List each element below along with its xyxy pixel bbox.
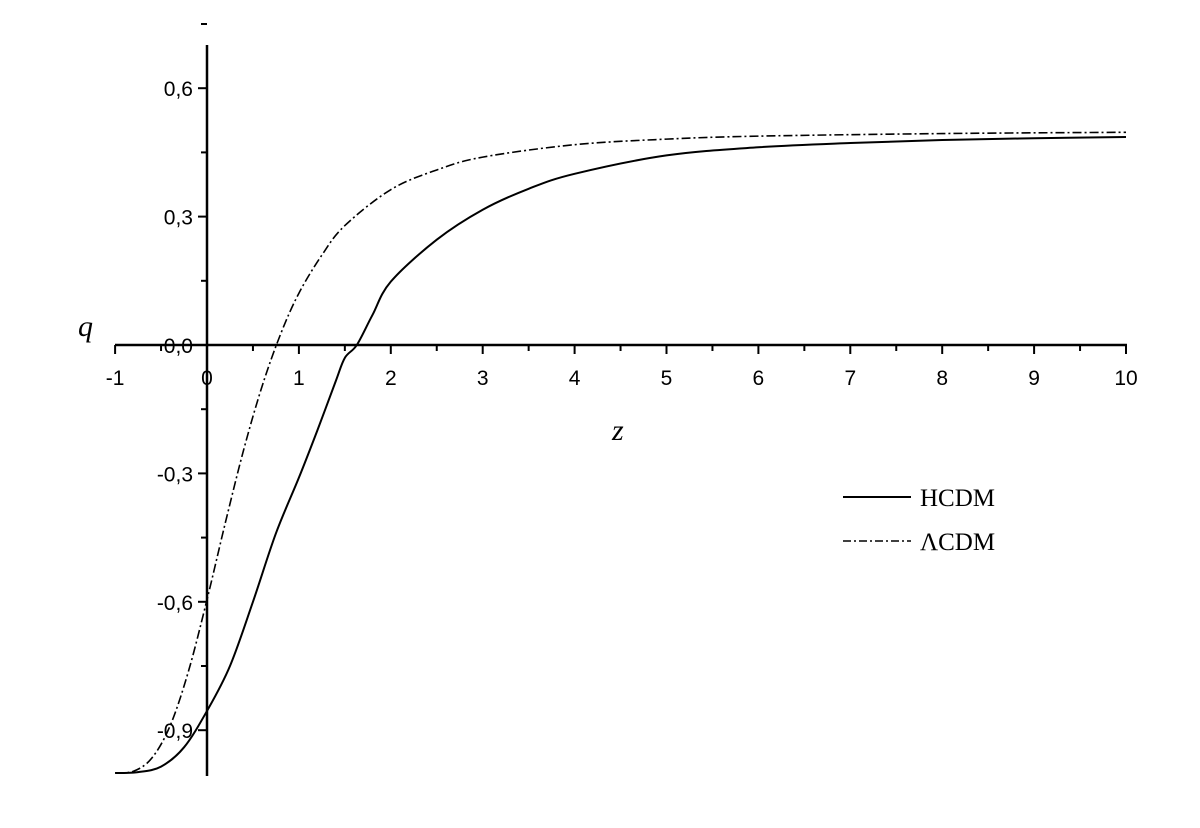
series-line-lcdm <box>115 131 1127 774</box>
x-tick-label: 8 <box>936 367 948 390</box>
legend: HCDM ΛCDM <box>843 485 995 556</box>
legend-label-hcdm: HCDM <box>920 485 995 512</box>
y-ticks: -0,9 -0,6 -0,3 0,0 0,3 0,6 <box>157 23 207 743</box>
y-tick-label: -0,3 <box>157 463 193 486</box>
series-line-hcdm <box>115 135 1127 774</box>
y-tick-label: 0,3 <box>164 207 193 230</box>
y-tick-label: -0,9 <box>157 720 193 743</box>
y-tick-label: 0,0 <box>164 335 193 358</box>
x-tick-label: 2 <box>385 367 397 390</box>
x-tick-label: 4 <box>569 367 581 390</box>
x-axis-label: z <box>611 414 624 447</box>
y-tick-label: 0,6 <box>164 78 193 101</box>
x-ticks: -1 0 1 2 3 4 5 6 7 8 9 10 <box>106 345 1138 390</box>
x-tick-label: 6 <box>753 367 765 390</box>
x-tick-label: 0 <box>201 367 213 390</box>
legend-label-lcdm: ΛCDM <box>920 529 995 556</box>
x-tick-label: 5 <box>661 367 673 390</box>
x-tick-label: 1 <box>293 367 305 390</box>
x-tick-label: 7 <box>844 367 856 390</box>
curves <box>115 131 1127 774</box>
x-tick-label: 10 <box>1114 367 1137 390</box>
y-tick-label: -0,6 <box>157 592 193 615</box>
x-tick-label: 9 <box>1028 367 1040 390</box>
x-tick-label: -1 <box>106 367 125 390</box>
x-tick-label: 3 <box>477 367 489 390</box>
y-axis-label: q <box>78 310 93 343</box>
